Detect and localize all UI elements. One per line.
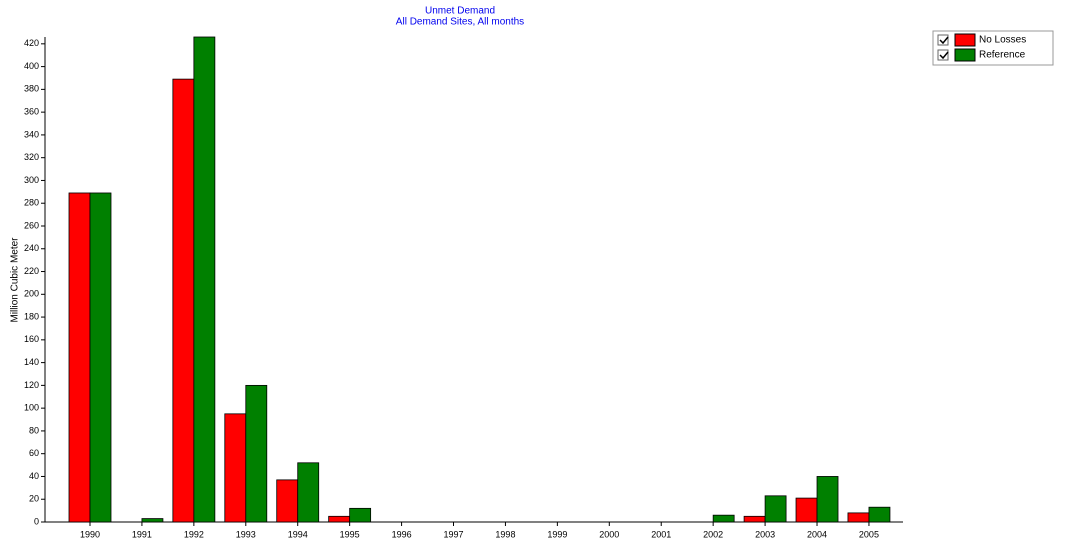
bar [193,36,216,523]
y-tick-label: 200 [24,289,39,299]
x-tick-label: 1996 [392,529,412,539]
y-tick-label: 20 [29,494,39,504]
y-tick-label: 60 [29,448,39,458]
legend-check [939,36,949,45]
x-tick-label: 1995 [340,529,360,539]
bar [743,515,766,523]
y-tick-label: 160 [24,334,39,344]
y-axis-label: Million Cubic Meter [10,237,21,323]
y-tick-label: 240 [24,243,39,253]
x-tick-label: 1999 [547,529,567,539]
legend-checkbox [937,49,949,61]
bar [172,78,195,523]
y-tick-label: 340 [24,129,39,139]
y-tick-label: 180 [24,311,39,321]
x-tick-label: 2005 [859,529,879,539]
bar [89,192,112,523]
bar [224,413,247,523]
bar [349,507,372,523]
legend-checkbox [937,34,949,46]
legend-swatch [954,48,976,62]
y-tick-label: 120 [24,380,39,390]
bar [68,192,91,523]
bar [868,506,891,523]
y-tick-label: 0 [34,516,39,526]
bar [276,479,299,523]
bar [847,512,870,523]
y-tick-label: 300 [24,175,39,185]
y-tick-label: 380 [24,84,39,94]
y-tick-label: 220 [24,266,39,276]
bar [141,518,164,523]
x-tick-label: 1991 [132,529,152,539]
y-tick-label: 420 [24,38,39,48]
x-tick-label: 1992 [184,529,204,539]
x-tick-label: 2004 [807,529,827,539]
y-tick-label: 280 [24,198,39,208]
chart-subtitle: All Demand Sites, All months [396,17,524,28]
x-tick-label: 2001 [651,529,671,539]
legend-swatch [954,33,976,47]
y-tick-label: 260 [24,220,39,230]
bar [795,497,818,523]
x-tick-label: 1998 [495,529,515,539]
x-tick-label: 2000 [599,529,619,539]
legend-label: No Losses [979,35,1026,46]
x-tick-label: 1993 [236,529,256,539]
y-tick-label: 80 [29,425,39,435]
bar [764,495,787,523]
x-tick-label: 1994 [288,529,308,539]
x-tick-label: 2003 [755,529,775,539]
bar [297,462,320,523]
legend-label: Reference [979,50,1026,61]
y-tick-label: 320 [24,152,39,162]
y-tick-label: 360 [24,107,39,117]
y-tick-label: 40 [29,471,39,481]
bar [712,514,735,523]
legend-check [939,51,949,60]
y-tick-label: 140 [24,357,39,367]
bar [328,515,351,523]
y-tick-label: 400 [24,61,39,71]
bar [816,476,839,523]
y-tick-label: 100 [24,403,39,413]
x-tick-label: 1997 [443,529,463,539]
bar [245,384,268,523]
x-tick-label: 1990 [80,529,100,539]
chart-title: Unmet Demand [425,6,495,17]
legend-box [932,30,1054,66]
x-tick-label: 2002 [703,529,723,539]
